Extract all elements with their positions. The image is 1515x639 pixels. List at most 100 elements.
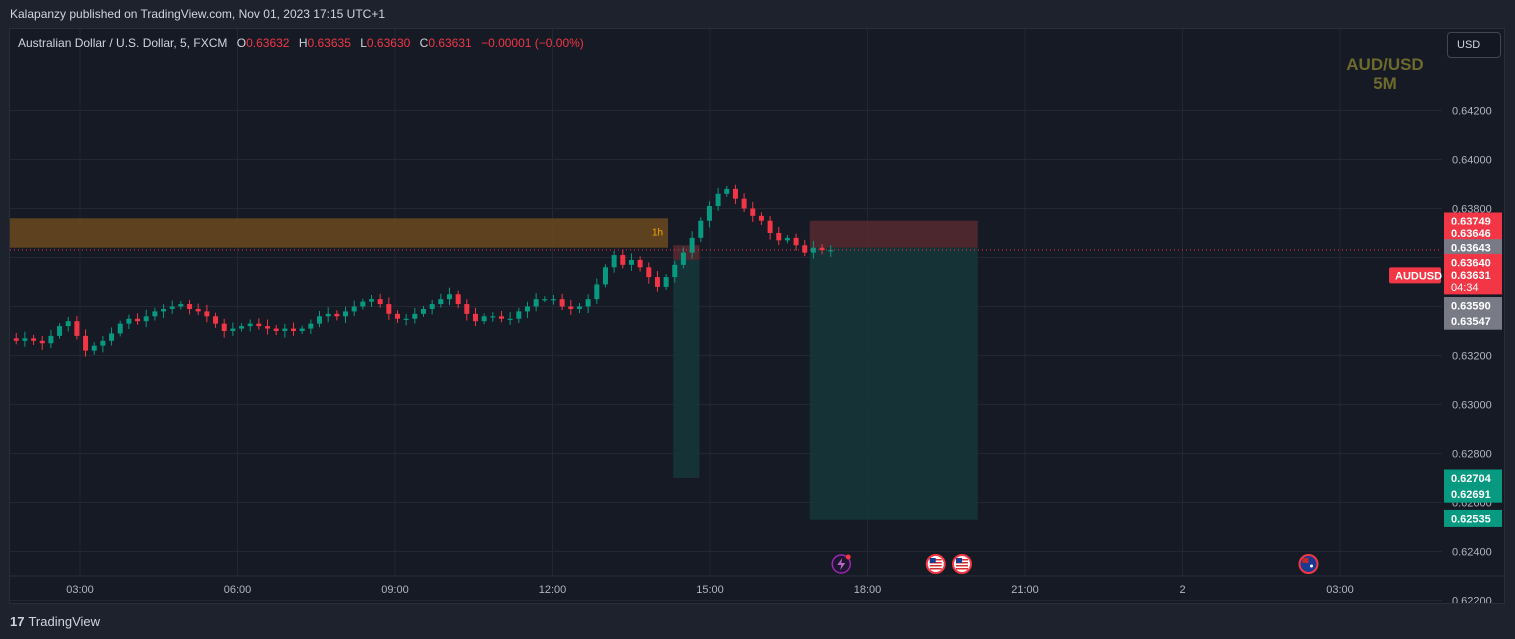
candle-body xyxy=(672,264,678,278)
candle-body xyxy=(420,308,426,314)
symbol-watermark: AUD/USD 5M xyxy=(1330,55,1440,93)
candle-body xyxy=(152,311,158,317)
flag-canton xyxy=(929,558,936,563)
chart-canvas[interactable]: 1h 0.642000.640000.638000.636000.634000.… xyxy=(10,29,1504,603)
candle-body xyxy=(308,323,314,329)
candle-body xyxy=(828,250,834,252)
price-tick-label: 0.63200 xyxy=(1452,351,1492,363)
flag-stripe xyxy=(929,568,942,570)
candle-body xyxy=(646,267,652,278)
candle-body xyxy=(611,255,617,268)
candle-body xyxy=(317,316,323,324)
candle-body xyxy=(481,316,487,322)
time-tick-label: 03:00 xyxy=(66,584,94,596)
candle-body xyxy=(204,311,210,317)
tradingview-logo-icon: 17 xyxy=(10,614,25,629)
event-dot-icon xyxy=(845,554,851,560)
time-tick-label: 2 xyxy=(1179,584,1185,596)
zones-layer: 1h xyxy=(10,218,978,520)
candle-body xyxy=(438,299,444,305)
candle-body xyxy=(654,277,660,287)
grid-lines xyxy=(10,29,1504,601)
flag-canton xyxy=(1302,558,1309,563)
stop-loss-zone xyxy=(809,220,978,248)
time-tick-label: 15:00 xyxy=(696,584,724,596)
candle-body xyxy=(524,306,530,312)
candle-body xyxy=(403,318,409,320)
candle-body xyxy=(498,316,504,319)
candle-body xyxy=(516,311,522,319)
candle-body xyxy=(628,259,634,265)
candle-body xyxy=(585,299,591,307)
candle-body xyxy=(161,308,167,312)
price-tick-label: 0.63000 xyxy=(1452,400,1492,412)
candle-body xyxy=(706,206,712,221)
us-flag-icon xyxy=(952,554,972,574)
candle-body xyxy=(109,333,115,341)
candle-body xyxy=(715,193,721,207)
candle-body xyxy=(31,338,37,341)
candle-body xyxy=(750,208,756,216)
time-tick-label: 09:00 xyxy=(381,584,409,596)
candle-body xyxy=(550,299,556,301)
take-profit-zone xyxy=(673,259,700,478)
candle-body xyxy=(724,188,730,194)
footer: 17 TradingView xyxy=(0,606,1515,639)
price-tag-label: 0.63646 xyxy=(1451,228,1491,240)
candle-body xyxy=(455,294,461,305)
candle-body xyxy=(698,220,704,238)
candle-body xyxy=(776,233,782,241)
price-tag xyxy=(1444,469,1502,487)
currency-button[interactable]: USD xyxy=(1447,32,1501,58)
price-tag-label: 0.63547 xyxy=(1451,316,1491,328)
candle-body xyxy=(758,215,764,221)
chart-area[interactable]: 1h 0.642000.640000.638000.636000.634000.… xyxy=(9,28,1505,604)
price-tag-label: 0.63643 xyxy=(1451,243,1491,255)
candle-body xyxy=(325,313,331,317)
candle-body xyxy=(819,247,825,251)
candle-body xyxy=(802,245,808,253)
candle-body xyxy=(135,318,141,322)
candle-body xyxy=(793,237,799,246)
candle-body xyxy=(126,318,132,324)
candle-body xyxy=(377,299,383,305)
candle-body xyxy=(343,311,349,317)
candle-body xyxy=(360,301,366,307)
symbol-name: Australian Dollar / U.S. Dollar, 5, FXCM xyxy=(18,36,228,50)
price-tick-label: 0.62400 xyxy=(1452,547,1492,559)
price-tag xyxy=(1444,485,1502,503)
candle-body xyxy=(369,299,375,302)
candle-body xyxy=(351,306,357,312)
candle-body xyxy=(559,299,565,307)
watermark-symbol: AUD/USD xyxy=(1346,55,1424,74)
candle-body xyxy=(39,340,45,344)
candle-body xyxy=(13,338,19,341)
candle-body xyxy=(169,306,175,309)
price-tag xyxy=(1444,509,1502,527)
price-tag-label: 0.63631 xyxy=(1451,270,1491,282)
publisher-info: Kalapanzy published on TradingView.com, … xyxy=(10,7,386,21)
high-key: H xyxy=(298,36,308,50)
candle-body xyxy=(386,304,392,314)
candle-body xyxy=(91,345,97,351)
candle-body xyxy=(594,284,600,300)
candles-layer xyxy=(10,184,834,357)
candle-body xyxy=(291,328,297,331)
candle-body xyxy=(542,299,548,301)
candle-body xyxy=(195,308,201,312)
close-value: 0.63631 xyxy=(428,36,472,50)
price-tag-label: 0.63590 xyxy=(1451,301,1491,313)
candle-body xyxy=(472,313,478,322)
symbol-tag-label: AUDUSD xyxy=(1395,270,1442,282)
flag-stripe xyxy=(929,565,942,567)
candle-body xyxy=(568,306,574,309)
candle-body xyxy=(178,304,184,307)
price-tick-label: 0.62200 xyxy=(1452,596,1492,604)
time-axis: 03:00 06:00 09:00 12:00 15:00 18:00 21:00 2 03:0… xyxy=(66,584,1354,596)
supply-zone xyxy=(10,218,668,248)
candle-body xyxy=(299,328,305,331)
candle-body xyxy=(74,321,80,336)
tradingview-logo[interactable]: 17 TradingView xyxy=(10,614,100,629)
low-value: 0.63630 xyxy=(366,36,411,50)
flag-stripe xyxy=(956,568,968,570)
